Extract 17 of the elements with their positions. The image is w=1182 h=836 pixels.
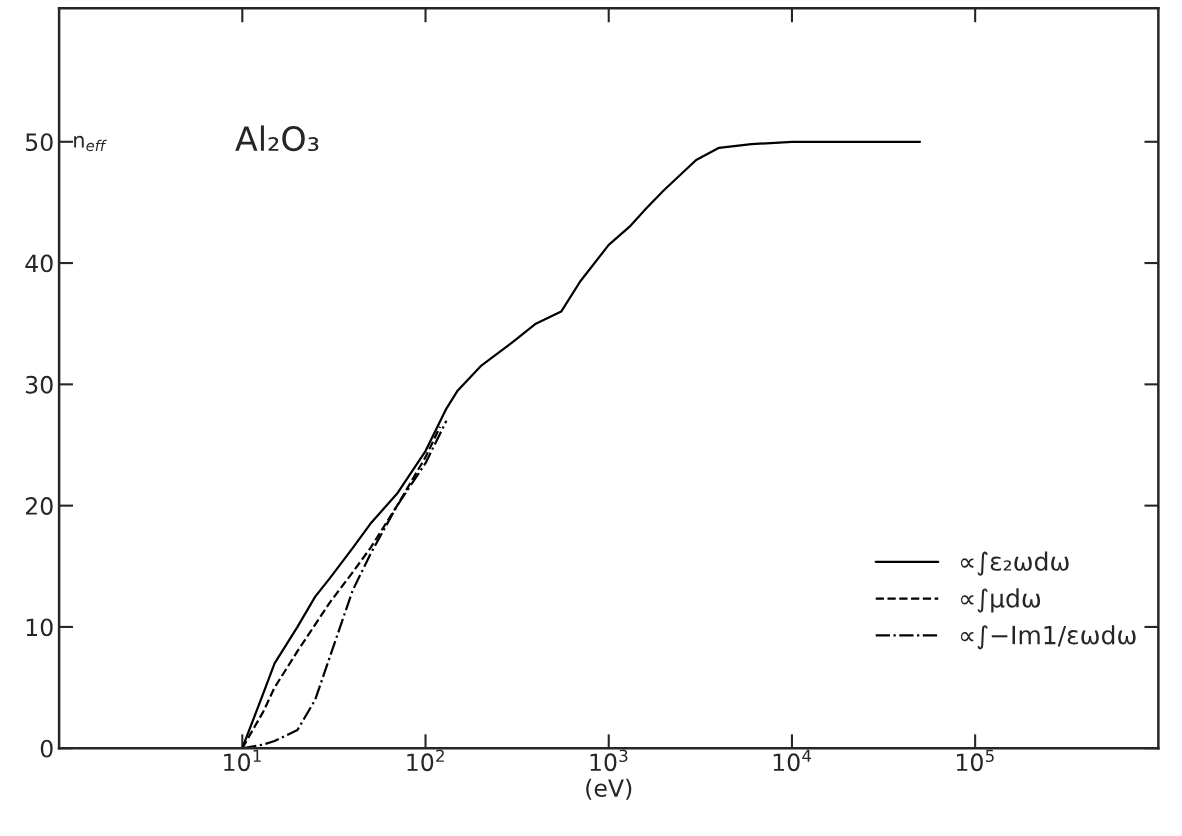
- y-tick-label: 50: [26, 133, 53, 152]
- legend-label: ∝∫ε₂ωdω: [960, 551, 1069, 576]
- legend-label: ∝∫μdω: [960, 588, 1041, 613]
- y-tick-label: 40: [25, 254, 53, 273]
- y-tick-label: 0: [40, 739, 53, 758]
- y-axis-title: n$_{eff}$: [74, 135, 107, 152]
- y-tick-label: 20: [25, 497, 53, 515]
- x-tick-label: 10$^{5}$: [956, 749, 994, 772]
- x-axis-title: (eV): [586, 778, 632, 800]
- x-tick-label: 10$^{4}$: [773, 749, 812, 772]
- x-tick-label: 10$^{3}$: [590, 749, 628, 772]
- x-tick-label: 10$^{2}$: [407, 749, 444, 772]
- annotation: Al₂O₃: [235, 125, 319, 152]
- legend-label: ∝∫−Im1/εωdω: [960, 625, 1136, 650]
- x-tick-label: 10$^{1}$: [224, 749, 261, 772]
- y-tick-label: 10: [26, 618, 53, 637]
- y-tick-label: 30: [25, 375, 53, 394]
